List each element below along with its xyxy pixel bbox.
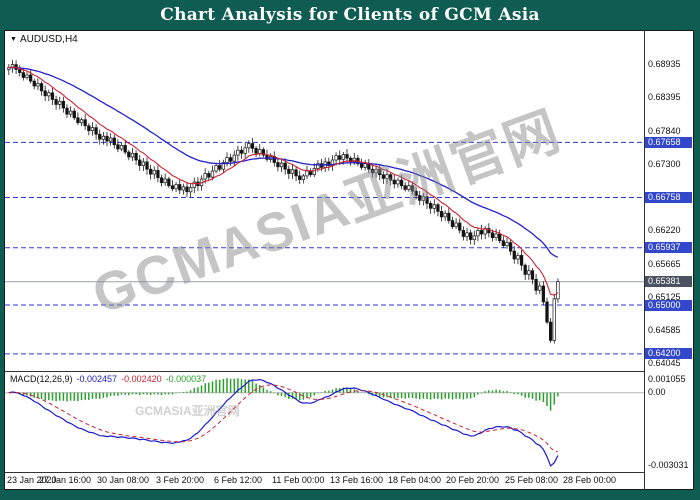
price-pane[interactable]: ▼ AUDUSD,H4 GCMASIA亚洲官网: [5, 31, 644, 372]
price-axis-label: 0.68935: [648, 58, 681, 69]
symbol-timeframe-label: ▼ AUDUSD,H4: [10, 34, 78, 45]
price-axis-label: 0.64585: [648, 324, 681, 335]
symbol-text: AUDUSD,H4: [19, 34, 78, 45]
macd-histogram-value: -0.000037: [165, 374, 207, 384]
macd-pane[interactable]: MACD(12,26,9) -0.002457 -0.002420 -0.000037…: [5, 372, 644, 473]
level-price-label: 0.67658: [645, 136, 692, 148]
current-price-label: 0.65381: [645, 276, 692, 288]
price-axis-label: 0.67840: [648, 125, 681, 136]
price-axis-label: 0.65125: [648, 291, 681, 302]
price-axis[interactable]: 0.68935 0.68395 0.67840 0.67300 0.66220 0.656…: [644, 31, 693, 489]
level-price-label: 0.66758: [645, 192, 692, 203]
macd-axis-label-zero: 0.00: [648, 387, 666, 398]
chart-window: ▼ AUDUSD,H4 GCMASIA亚洲官网 MACD(12,26,9) -0.0…: [4, 30, 694, 490]
time-axis-label: 30 Jan 08:00: [97, 475, 150, 485]
symbol-menu-icon: ▼: [10, 36, 17, 43]
time-axis-label: 13 Feb 16:00: [330, 475, 384, 485]
time-axis-label: 6 Feb 12:00: [214, 475, 263, 485]
time-axis-label: 27 Jan 16:00: [39, 475, 92, 485]
price-axis-label: 0.64045: [648, 357, 681, 368]
level-price-label: 0.64200: [645, 348, 692, 360]
time-axis-label: 23 Jan 2020: [7, 475, 57, 485]
macd-name: MACD(12,26,9): [10, 374, 73, 384]
level-price-label: 0.65937: [645, 242, 692, 254]
time-axis-label: 25 Feb 08:00: [505, 475, 559, 485]
macd-main-value: -0.002457: [76, 374, 118, 384]
price-axis-label: 0.68395: [648, 91, 681, 102]
time-axis-label: 3 Feb 20:00: [156, 475, 205, 485]
level-price-label: 0.65000: [645, 299, 692, 311]
time-axis-label: 20 Feb 20:00: [446, 475, 500, 485]
price-axis-label: 0.65665: [648, 258, 681, 269]
macd-axis-label-bottom: -0.003031: [648, 460, 689, 470]
time-axis[interactable]: 23 Jan 2020 27 Jan 16:00 30 Jan 08:00 3 Feb…: [5, 473, 644, 489]
macd-indicator-label: MACD(12,26,9) -0.002457 -0.002420 -0.000037: [10, 374, 206, 384]
candlestick-chart[interactable]: [5, 31, 644, 371]
time-axis-label: 28 Feb 00:00: [563, 475, 617, 485]
banner-title: Chart Analysis for Clients of GCM Asia: [160, 5, 540, 25]
macd-signal-value: -0.002420: [121, 374, 162, 384]
price-axis-label: 0.66220: [648, 224, 681, 235]
macd-axis-label-top: 0.001055: [648, 374, 686, 384]
macd-chart[interactable]: [5, 372, 644, 472]
time-axis-label: 18 Feb 04:00: [388, 475, 442, 485]
time-axis-label: 11 Feb 00:00: [272, 475, 325, 485]
price-axis-label: 0.67300: [648, 158, 681, 169]
title-banner: Chart Analysis for Clients of GCM Asia: [0, 0, 700, 30]
